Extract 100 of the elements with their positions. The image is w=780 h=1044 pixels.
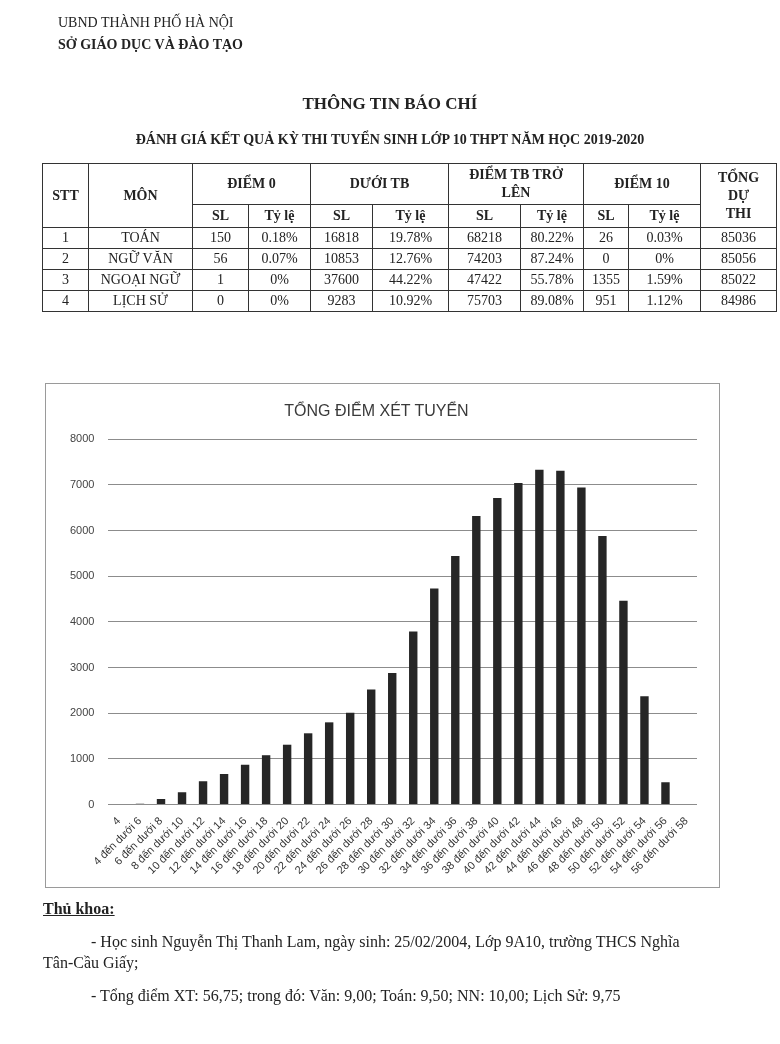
text: - Tổng điểm XT: 56,75; trong đó: Văn: 9,00; Toán: 9,50; NN: 10,00; Lịch Sử: 9,75 xyxy=(90,986,622,1006)
data-label: 16818 xyxy=(310,227,373,249)
text: ĐIỂM 0 xyxy=(227,175,276,193)
data-label: 85056 xyxy=(700,248,777,270)
y-tick-label: 8000 xyxy=(69,432,95,445)
y-tick-label: TOÁN xyxy=(88,227,193,249)
text: SỞ GIÁO DỤC VÀ ĐÀO TẠO xyxy=(58,35,244,54)
data-label: 0.18% xyxy=(248,227,311,249)
x-tick-label: SL xyxy=(192,204,249,228)
data-label: 85036 xyxy=(700,227,777,249)
data-label: 150 xyxy=(192,227,249,249)
data-label: 1 xyxy=(192,269,249,291)
y-tick-label: 0 xyxy=(88,797,95,810)
text: ĐIỂM 10 xyxy=(614,175,670,193)
data-label: 0 xyxy=(192,290,249,312)
bar xyxy=(388,673,397,805)
data-label: 1.59% xyxy=(628,269,701,291)
data-label: 44.22% xyxy=(372,269,449,291)
data-label: 89.08% xyxy=(520,290,584,312)
bar xyxy=(430,588,439,805)
bar xyxy=(282,744,292,805)
data-label: 85022 xyxy=(700,269,777,291)
data-label: 0% xyxy=(248,290,311,312)
bar xyxy=(409,631,418,805)
bar xyxy=(177,792,187,805)
text: 4 xyxy=(42,290,89,312)
data-label: 37600 xyxy=(310,269,373,291)
bar xyxy=(345,712,355,805)
data-label: 0.07% xyxy=(248,248,311,270)
data-label: 74203 xyxy=(448,248,521,270)
bar xyxy=(367,689,376,805)
y-tick-label: 4000 xyxy=(69,614,95,627)
data-label: 12.76% xyxy=(372,248,449,270)
data-label: 0% xyxy=(248,269,311,291)
bar xyxy=(219,773,229,805)
data-label: 1355 xyxy=(583,269,629,291)
text: STT xyxy=(42,163,89,228)
bar xyxy=(324,722,334,805)
data-label: 87.24% xyxy=(520,248,584,270)
data-label: 80.22% xyxy=(520,227,584,249)
text: ĐIỂM TB TRỞ LÊN xyxy=(468,166,564,202)
x-tick-label: Tỷ lệ xyxy=(628,204,701,228)
data-label: 68218 xyxy=(448,227,521,249)
y-tick-label: 6000 xyxy=(69,523,95,536)
x-tick-label: SL xyxy=(310,204,373,228)
y-tick-label: 2000 xyxy=(69,706,95,719)
bar xyxy=(514,483,523,805)
bar xyxy=(493,498,502,805)
data-label: 9283 xyxy=(310,290,373,312)
data-label: 10.92% xyxy=(372,290,449,312)
text: Thủ khoa: xyxy=(43,899,115,919)
data-label: 0% xyxy=(628,248,701,270)
bar xyxy=(451,556,460,805)
x-tick-label: SL xyxy=(448,204,521,228)
text: 2 xyxy=(42,248,89,270)
text: DƯỚI TB xyxy=(349,175,410,193)
text: THÔNG TIN BÁO CHÍ xyxy=(301,94,479,114)
bar xyxy=(661,782,670,805)
data-label: 10853 xyxy=(310,248,373,270)
data-label: 84986 xyxy=(700,290,777,312)
x-tick-label: Tỷ lệ xyxy=(372,204,449,228)
bar xyxy=(640,696,649,805)
bar xyxy=(556,470,565,805)
y-tick-label: 7000 xyxy=(69,477,95,490)
data-label: 26 xyxy=(583,227,629,249)
text: UBND THÀNH PHỐ HÀ NỘI xyxy=(58,12,235,32)
x-tick-label: TỔNG DỰ THI xyxy=(716,168,761,223)
text: - Học sinh Nguyễn Thị Thanh Lam, ngày sinh: 25/02/2004, Lớp 9A10, trường THCS Nghĩa Tân-Cầu Giấy; xyxy=(43,932,681,973)
y-tick-label: 5000 xyxy=(69,569,95,582)
text: 1 xyxy=(42,227,89,249)
y-tick-label: 3000 xyxy=(69,660,95,673)
x-tick-label: Tỷ lệ xyxy=(248,204,311,228)
text: 3 xyxy=(42,269,89,291)
bar xyxy=(303,733,313,805)
data-label: 56 xyxy=(192,248,249,270)
data-label: 1.12% xyxy=(628,290,701,312)
bar xyxy=(619,600,628,805)
y-tick-label: 1000 xyxy=(69,751,95,764)
data-label: 55.78% xyxy=(520,269,584,291)
y-tick-label: NGOẠI NGỮ xyxy=(88,269,193,291)
text: ĐÁNH GIÁ KẾT QUẢ KỲ THI TUYỂN SINH LỚP 10 THPT NĂM HỌC 2019-2020 xyxy=(134,132,646,148)
bar xyxy=(261,755,271,805)
x-tick-label: 4 xyxy=(109,814,123,828)
x-tick-label: SL xyxy=(583,204,629,228)
x-tick-label: Tỷ lệ xyxy=(520,204,584,228)
chart-title: TỔNG ĐIỂM XÉT TUYỂN xyxy=(284,401,469,420)
data-label: 0 xyxy=(583,248,629,270)
bar xyxy=(598,536,607,805)
data-label: 19.78% xyxy=(372,227,449,249)
data-label: 47422 xyxy=(448,269,521,291)
data-label: 75703 xyxy=(448,290,521,312)
bar xyxy=(198,781,208,805)
bar xyxy=(535,469,544,805)
bar xyxy=(472,515,481,805)
y-tick-label: NGỮ VĂN xyxy=(88,248,193,270)
bar xyxy=(577,487,586,805)
text: MÔN xyxy=(88,163,193,228)
bar xyxy=(240,764,250,805)
bar xyxy=(156,799,166,805)
data-label: 951 xyxy=(583,290,629,312)
